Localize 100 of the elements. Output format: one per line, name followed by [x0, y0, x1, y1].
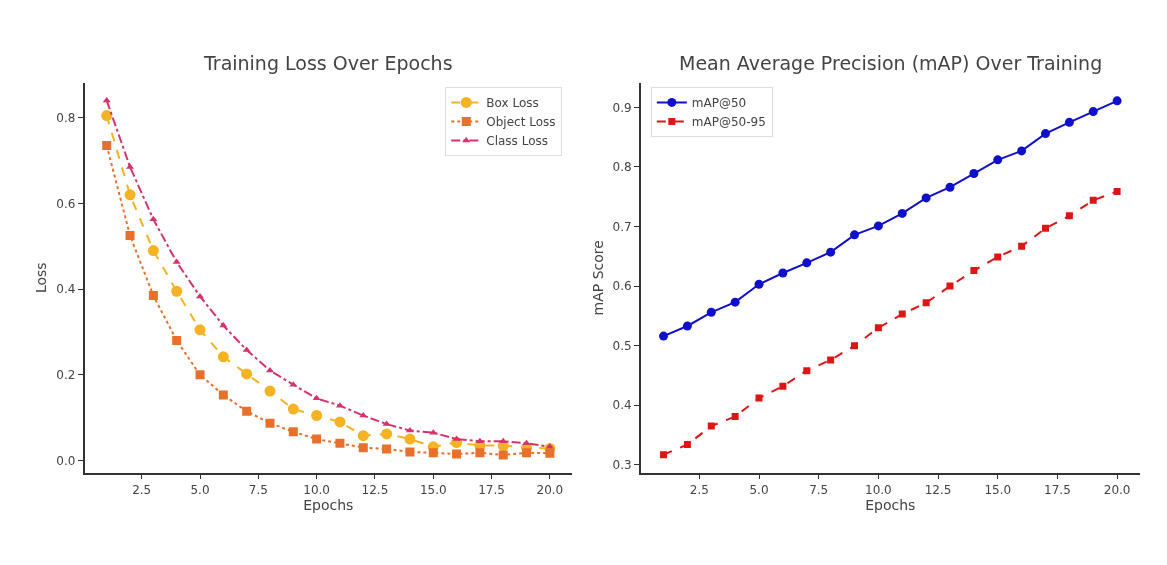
point: [827, 356, 835, 364]
x-tick-label: 15.0: [984, 482, 1012, 497]
point: [334, 416, 346, 428]
point: [1112, 96, 1122, 106]
point: [1064, 117, 1074, 127]
x-tick-label: 2.5: [689, 482, 709, 497]
x-tick-label: 10.0: [303, 482, 330, 497]
x-tick-label: 7.5: [809, 482, 829, 497]
y-tick-label: 0.4: [612, 398, 632, 413]
y-tick-label: 0.4: [56, 282, 76, 297]
y-axis-title: Loss: [33, 262, 50, 294]
point: [898, 310, 906, 318]
point: [754, 279, 764, 289]
point: [287, 403, 299, 415]
point: [874, 324, 882, 332]
point: [994, 253, 1002, 261]
y-tick-label: 0.8: [612, 160, 632, 175]
chart-title: Training Loss Over Epochs: [203, 52, 453, 74]
point: [778, 268, 788, 278]
point: [312, 394, 321, 401]
point: [873, 221, 883, 231]
point: [195, 292, 205, 299]
point: [357, 430, 369, 442]
y-tick-label: 0.8: [56, 110, 76, 125]
point: [241, 368, 253, 380]
point: [706, 307, 716, 317]
legend-label: Class Loss: [486, 134, 548, 149]
point: [312, 434, 322, 444]
point: [125, 231, 135, 241]
chart-title: Mean Average Precision (mAP) Over Training: [679, 52, 1103, 74]
x-tick-label: 2.5: [132, 482, 152, 497]
point: [1089, 196, 1097, 204]
point: [428, 448, 438, 458]
point: [265, 418, 275, 428]
point: [659, 331, 669, 341]
point: [946, 282, 954, 290]
y-tick-label: 0.6: [56, 196, 76, 211]
point: [682, 321, 692, 331]
point: [358, 443, 368, 453]
point: [101, 110, 113, 122]
point: [1113, 187, 1121, 195]
point: [545, 448, 555, 458]
point: [381, 428, 393, 440]
x-axis-title: Epochs: [865, 496, 916, 513]
point: [522, 448, 532, 458]
legend-label: mAP@50: [691, 96, 747, 111]
point: [218, 390, 228, 400]
point: [475, 448, 485, 458]
y-tick-label: 0.0: [56, 453, 76, 468]
point: [382, 444, 392, 454]
point: [731, 413, 739, 421]
point: [1088, 107, 1098, 117]
point: [755, 394, 763, 402]
x-tick-label: 20.0: [536, 482, 564, 497]
point: [1065, 212, 1073, 220]
y-tick-label: 0.5: [612, 338, 632, 353]
y-tick-label: 0.6: [612, 279, 632, 294]
x-tick-label: 12.5: [361, 482, 389, 497]
point: [405, 447, 415, 457]
point: [1017, 146, 1027, 156]
point: [707, 422, 715, 430]
point: [452, 449, 462, 459]
point: [826, 247, 836, 257]
point: [102, 141, 112, 151]
point: [969, 169, 979, 179]
point: [779, 382, 787, 390]
point: [922, 299, 930, 307]
point: [970, 267, 978, 275]
legend-label: Box Loss: [486, 96, 539, 111]
point: [264, 385, 276, 397]
point: [195, 370, 205, 380]
point: [149, 215, 158, 222]
point: [897, 208, 907, 218]
y-tick-label: 0.3: [612, 457, 632, 472]
y-tick-label: 0.2: [56, 368, 76, 382]
point: [194, 324, 206, 336]
x-tick-label: 5.0: [749, 482, 769, 497]
point: [660, 451, 668, 459]
y-axis-title: mAP Score: [589, 240, 606, 316]
point: [335, 438, 345, 448]
point: [242, 406, 252, 416]
point: [522, 439, 531, 446]
x-tick-label: 7.5: [248, 482, 268, 497]
x-tick-label: 15.0: [419, 482, 447, 497]
point: [288, 427, 298, 437]
x-tick-label: 20.0: [1103, 482, 1131, 497]
legend-label: mAP@50-95: [691, 115, 766, 130]
point: [311, 410, 323, 422]
point: [1041, 129, 1050, 139]
point: [730, 297, 740, 307]
point: [850, 230, 860, 240]
point: [124, 189, 136, 201]
point: [921, 193, 931, 203]
x-tick-label: 5.0: [190, 482, 210, 497]
x-axis-title: Epochs: [303, 496, 354, 513]
point: [993, 155, 1003, 165]
legend-label: Object Loss: [486, 115, 556, 130]
x-tick-label: 10.0: [865, 482, 892, 497]
point: [945, 182, 955, 192]
point: [1018, 242, 1026, 250]
